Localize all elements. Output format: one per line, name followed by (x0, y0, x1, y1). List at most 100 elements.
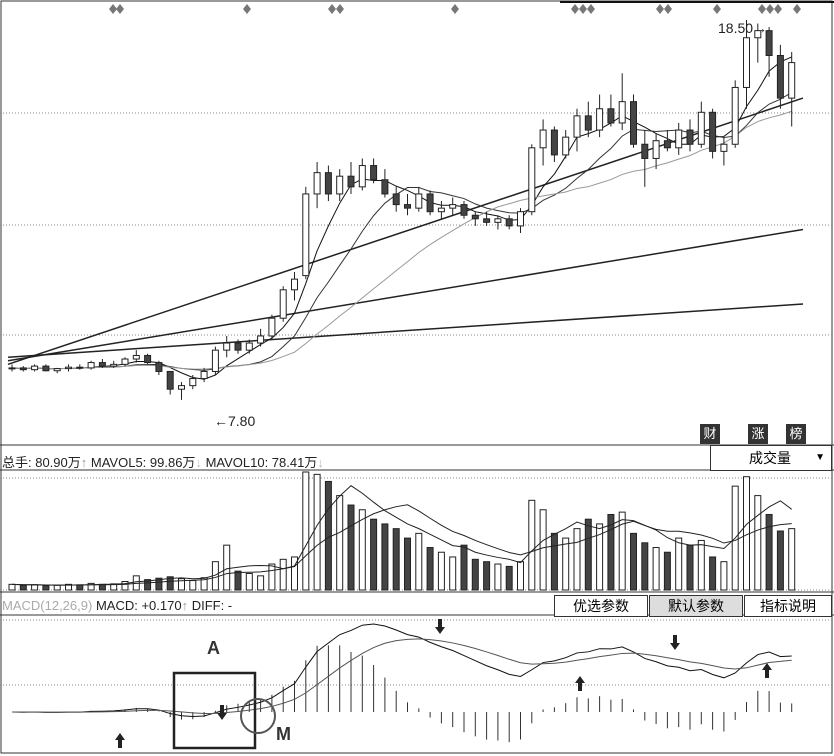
up-arrow-icon (575, 676, 585, 691)
event-diamond-icon (766, 4, 774, 14)
volume-bar (505, 565, 513, 591)
candle-body (392, 193, 400, 206)
macd-value: MACD: +0.170 (95, 598, 182, 613)
volume-bar (166, 576, 174, 591)
tag-rank[interactable]: 榜 (786, 424, 806, 444)
candle-body (245, 342, 253, 351)
volume-bar (76, 584, 84, 591)
candle-body (709, 111, 717, 152)
volume-bar (686, 544, 694, 591)
indicator-dropdown[interactable]: 成交量 ▼ (710, 445, 832, 471)
volume-bar (245, 572, 253, 591)
candle-body (19, 367, 27, 371)
volume-bar (528, 499, 536, 591)
volume-bar (618, 511, 626, 591)
tag-finance[interactable]: 财 (700, 424, 720, 444)
candle-body (211, 349, 219, 372)
volume-bar (562, 537, 570, 591)
candle-body (788, 62, 796, 99)
indicator-help-button[interactable]: 指标说明 (744, 595, 832, 617)
volume-bar (189, 580, 197, 591)
candle-body (42, 365, 50, 372)
volume-header: 总手: 80.90万↑ MAVOL5: 99.86万↓ MAVOL10: 78.… (2, 452, 324, 471)
diff-value: DIFF: - (191, 598, 233, 613)
candle-body (404, 204, 411, 209)
volume-bar (437, 551, 445, 591)
volume-bar (87, 582, 95, 591)
optimized-params-button[interactable]: 优选参数 (554, 595, 648, 617)
event-diamond-icon (579, 4, 587, 14)
volume-bar (200, 577, 208, 591)
candle-body (494, 218, 502, 223)
volume-bar (675, 537, 683, 591)
event-diamond-icon (116, 4, 124, 14)
volume-bar (178, 578, 185, 591)
event-diamond-icon (571, 4, 579, 14)
volume-bar (65, 583, 72, 591)
candle-body (652, 140, 660, 159)
candle-body (675, 129, 683, 149)
candle-body (336, 175, 344, 195)
event-diamond-icon (664, 4, 672, 14)
candle-body (630, 101, 637, 145)
candle-body (765, 30, 773, 56)
volume-bar (426, 547, 434, 591)
candle-body (110, 363, 118, 367)
volume-bar (584, 518, 592, 591)
volume-bar (449, 556, 457, 591)
candle-body (550, 129, 558, 156)
candle-body (53, 368, 61, 372)
candle-body (437, 207, 445, 213)
candle-body (460, 204, 468, 216)
volume-bar (720, 561, 728, 591)
default-params-button[interactable]: 默认参数 (649, 595, 743, 617)
chevron-down-icon: ▼ (815, 452, 825, 463)
annotation-circle (240, 698, 276, 734)
up-arrow-icon: ↑ (181, 598, 189, 613)
low-price-value: 7.80 (228, 413, 256, 429)
volume-bar (404, 537, 411, 591)
candle-body (313, 172, 321, 195)
volume-bar (257, 575, 265, 591)
event-diamond-icon (774, 4, 782, 14)
volume-bar (121, 581, 129, 591)
volume-bar (268, 563, 276, 591)
tag-rise[interactable]: 涨 (748, 424, 768, 444)
volume-bar (471, 558, 479, 591)
candle-body (449, 204, 457, 209)
candle-body (686, 129, 694, 145)
volume-bar (291, 556, 298, 591)
event-diamond-icon (243, 4, 251, 14)
volume-bar (539, 509, 547, 591)
volume-bar (392, 528, 400, 591)
candle-body (584, 115, 592, 131)
volume-bar (42, 585, 50, 591)
total-volume: 总手: 80.90万 (2, 455, 81, 470)
event-diamond-icon (587, 4, 595, 14)
down-arrow-icon: ↓ (317, 455, 324, 470)
volume-bar (788, 528, 796, 591)
mavol10-line (11, 504, 792, 586)
long-ma-line (7, 97, 804, 366)
candle-body (268, 317, 276, 337)
candle-body (302, 193, 310, 277)
box-label: A (207, 638, 220, 658)
candle-body (234, 342, 242, 351)
down-arrow-icon (217, 705, 227, 720)
volume-bar (234, 570, 242, 591)
volume-bar (697, 539, 705, 591)
candle-body (223, 342, 231, 351)
candle-body (720, 143, 728, 152)
candle-body (291, 278, 298, 291)
candle-body (539, 129, 547, 149)
macd-name: MACD(12,26,9) (2, 598, 93, 613)
volume-bar (776, 530, 784, 591)
volume-bar (765, 513, 773, 591)
candle-body (144, 354, 152, 364)
event-diamond-icon (758, 4, 766, 14)
volume-bar (630, 532, 637, 591)
diff-line (11, 623, 792, 717)
volume-bar (573, 528, 581, 591)
